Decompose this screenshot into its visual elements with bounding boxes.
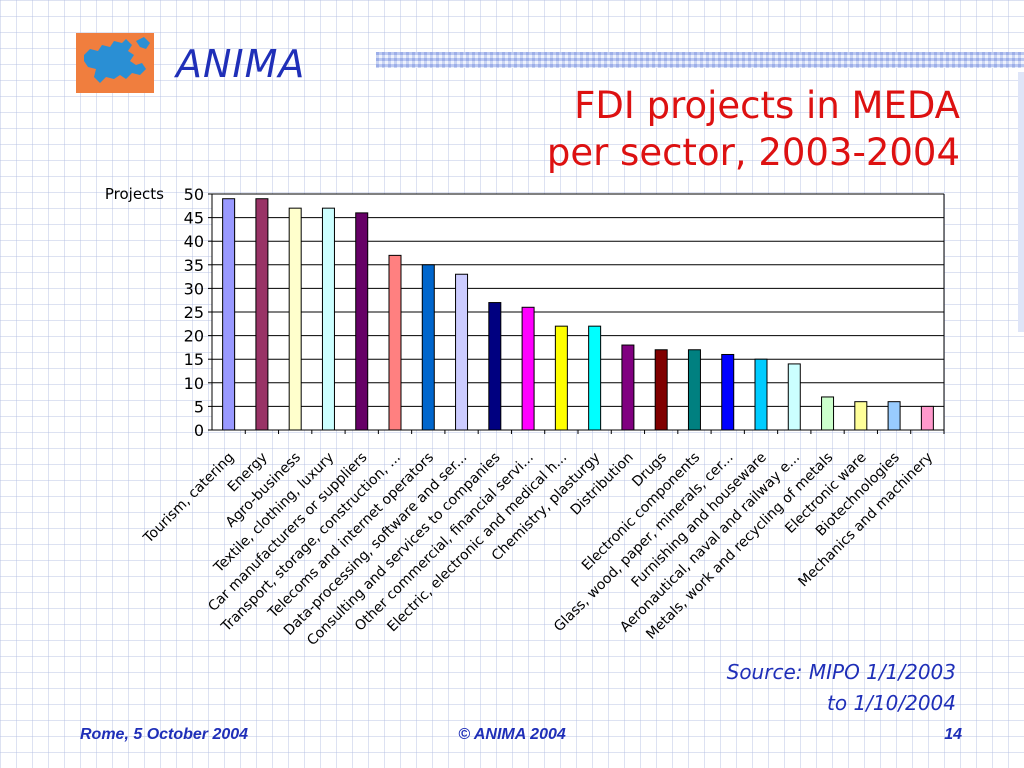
y-tick-label: 30 (184, 279, 204, 298)
y-tick-label: 15 (184, 350, 204, 369)
bar (554, 325, 568, 431)
bar (787, 363, 801, 431)
footer-page-number: 14 (944, 726, 962, 743)
brand-name: ANIMA (176, 42, 306, 86)
bar (887, 401, 901, 431)
bar (455, 273, 469, 431)
source-line-1: Source: MIPO 1/1/2003 (726, 660, 956, 684)
slide-title: FDI projects in MEDA per sector, 2003-20… (547, 82, 960, 176)
source-line-2: to 1/10/2004 (827, 691, 956, 715)
y-tick-label: 5 (194, 397, 204, 416)
logo-map-shape (84, 39, 146, 83)
bar (687, 349, 701, 431)
right-edge-decoration (1018, 72, 1024, 332)
anima-logo (76, 33, 154, 93)
y-axis-label: Projects (105, 185, 164, 203)
y-tick-label: 45 (184, 209, 204, 228)
bar (754, 358, 768, 431)
footer-date: Rome, 5 October 2004 (80, 726, 249, 743)
bar (255, 198, 269, 431)
y-tick-label: 10 (184, 374, 204, 393)
bar (721, 353, 735, 431)
y-tick-label: 20 (184, 327, 204, 346)
source-note: Source: MIPO 1/1/2003 to 1/10/2004 (727, 657, 956, 719)
bar (920, 405, 934, 431)
title-line-2: per sector, 2003-2004 (546, 131, 960, 174)
bar (222, 198, 236, 431)
logo-map-island (136, 37, 150, 49)
bar (388, 254, 402, 431)
title-line-1: FDI projects in MEDA (574, 84, 960, 127)
bar (421, 264, 435, 431)
header-band (376, 52, 1024, 68)
bar (321, 207, 335, 431)
y-tick-label: 0 (194, 421, 204, 440)
y-tick-label: 25 (184, 303, 204, 322)
y-tick-label: 40 (184, 232, 204, 251)
bar (288, 207, 302, 431)
bar (854, 401, 868, 431)
y-tick-label: 35 (184, 256, 204, 275)
footer-copyright: © ANIMA 2004 (458, 726, 566, 743)
bar (521, 306, 535, 431)
bar (621, 344, 635, 431)
bar (588, 325, 602, 431)
bar (488, 302, 502, 431)
bar (821, 396, 835, 431)
bar (355, 212, 369, 431)
x-tick-label: Tourism, catering (140, 450, 237, 547)
y-tick-label: 50 (184, 185, 204, 204)
fdi-bar-chart: 0 5 10 15 20 25 30 35 40 45 50 Projects Tourism, cat… (105, 185, 945, 649)
bar (654, 349, 668, 431)
